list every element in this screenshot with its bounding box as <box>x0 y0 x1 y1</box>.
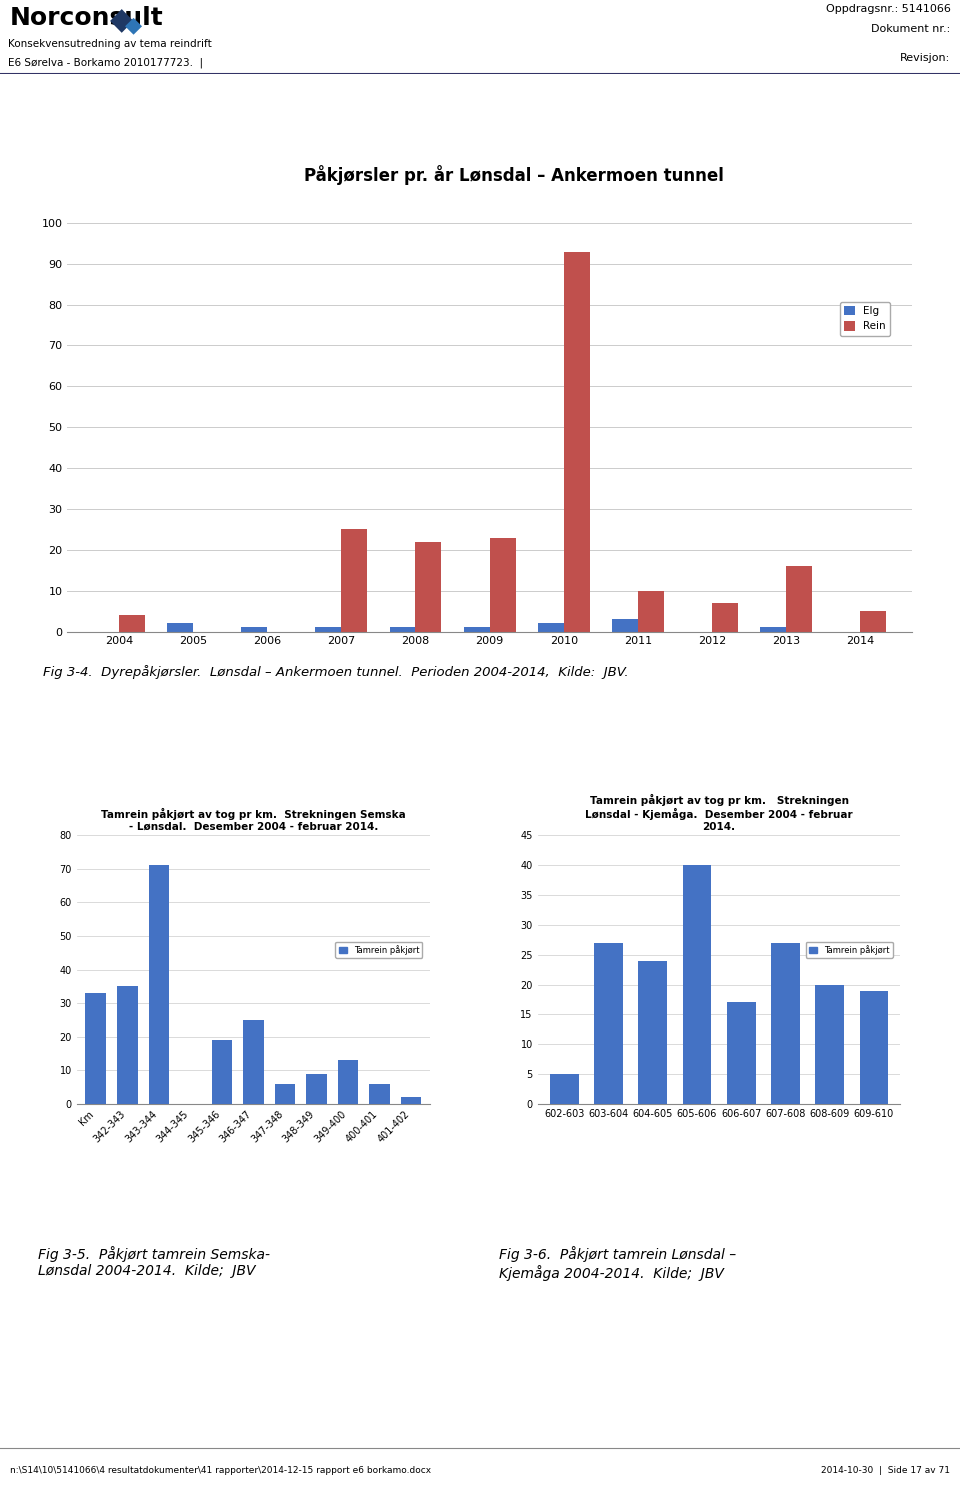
Bar <box>390 627 416 632</box>
Bar <box>117 987 137 1104</box>
Legend: Tamrein påkjørt: Tamrein påkjørt <box>335 942 422 958</box>
Bar <box>342 529 368 632</box>
Bar <box>786 566 812 632</box>
Text: Fig 3-4.  Dyrepåkjørsler.  Lønsdal – Ankermoen tunnel.  Perioden 2004-2014,  Kil: Fig 3-4. Dyrepåkjørsler. Lønsdal – Anker… <box>42 666 628 679</box>
Text: ◆: ◆ <box>125 15 142 34</box>
Title: Tamrein påkjørt av tog pr km.   Strekningen
Lønsdal - Kjemåga.  Desember 2004 - : Tamrein påkjørt av tog pr km. Strekninge… <box>586 794 852 832</box>
Bar <box>637 591 663 632</box>
Text: Oppdragsnr.: 5141066: Oppdragsnr.: 5141066 <box>826 3 950 13</box>
Text: Fig 3-5.  Påkjørt tamrein Semska-
Lønsdal 2004-2014.  Kilde;  JBV: Fig 3-5. Påkjørt tamrein Semska- Lønsdal… <box>37 1245 270 1278</box>
Text: Revisjon:: Revisjon: <box>900 53 950 64</box>
Bar <box>683 865 711 1104</box>
Text: ◆: ◆ <box>110 6 133 36</box>
Bar <box>727 1003 756 1104</box>
Bar <box>860 611 886 632</box>
Bar <box>338 1061 358 1104</box>
Text: Påkjørsler pr. år Lønsdal – Ankermoen tunnel: Påkjørsler pr. år Lønsdal – Ankermoen tu… <box>303 165 724 186</box>
Bar <box>538 624 564 632</box>
Bar <box>612 620 637 632</box>
Bar <box>370 1083 390 1104</box>
Bar <box>760 627 786 632</box>
Bar <box>243 1019 264 1104</box>
Bar <box>401 1097 421 1104</box>
Bar <box>316 627 342 632</box>
Bar <box>464 627 490 632</box>
Bar <box>490 538 516 632</box>
Bar <box>119 615 145 632</box>
Bar <box>275 1083 296 1104</box>
Bar <box>241 627 267 632</box>
Bar <box>550 1074 579 1104</box>
Text: n:\S14\10\5141066\4 resultatdokumenter\41 rapporter\2014-12-15 rapport e6 borkam: n:\S14\10\5141066\4 resultatdokumenter\4… <box>10 1465 431 1476</box>
Text: 2014-10-30  |  Side 17 av 71: 2014-10-30 | Side 17 av 71 <box>822 1465 950 1476</box>
Bar <box>306 1074 326 1104</box>
Bar <box>594 942 623 1104</box>
Bar <box>564 251 589 632</box>
Bar <box>149 865 169 1104</box>
Text: Norconsult: Norconsult <box>10 6 163 30</box>
Bar <box>712 603 738 632</box>
Bar <box>167 624 193 632</box>
Text: E6 Sørelva - Borkamo 2010177723.  |: E6 Sørelva - Borkamo 2010177723. | <box>8 58 203 68</box>
Text: Dokument nr.:: Dokument nr.: <box>871 24 950 34</box>
Bar <box>416 542 442 632</box>
Text: Λ  Jernbaneverket: Λ Jernbaneverket <box>53 162 158 171</box>
Legend: Elg, Rein: Elg, Rein <box>840 302 890 336</box>
Legend: Tamrein påkjørt: Tamrein påkjørt <box>805 942 893 958</box>
Bar <box>859 991 888 1104</box>
Text: Fig 3-6.  Påkjørt tamrein Lønsdal –
Kjemåga 2004-2014.  Kilde;  JBV: Fig 3-6. Påkjørt tamrein Lønsdal – Kjemå… <box>499 1245 736 1281</box>
Title: Tamrein påkjørt av tog pr km.  Strekningen Semska
- Lønsdal.  Desember 2004 - fe: Tamrein påkjørt av tog pr km. Strekninge… <box>101 808 406 832</box>
Bar <box>815 985 844 1104</box>
Bar <box>638 960 667 1104</box>
Bar <box>211 1040 232 1104</box>
Text: Konsekvensutredning av tema reindrift: Konsekvensutredning av tema reindrift <box>8 39 211 49</box>
Bar <box>85 993 106 1104</box>
Bar <box>771 942 800 1104</box>
